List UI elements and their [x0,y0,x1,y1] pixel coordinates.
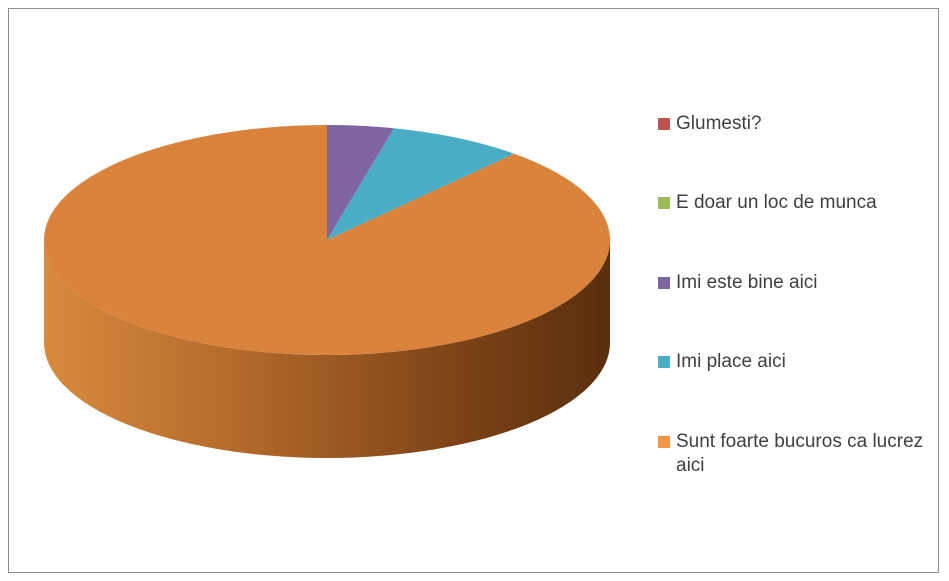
legend-item-sunt-foarte-bucuros: Sunt foarte bucuros ca lucrez aici [658,430,934,478]
pie-side-4 [44,240,610,458]
legend-swatch [658,118,670,130]
pie-slice-4 [43,125,610,356]
legend-item-glumesti: Glumesti? [658,112,934,136]
legend-label: Imi este bine aici [676,272,818,293]
legend-label: Sunt foarte bucuros ca lucrez aici [676,431,924,476]
legend-label: Imi place aici [676,351,786,372]
legend-item-imi-este-bine-aici: Imi este bine aici [658,271,934,295]
legend-label: E doar un loc de munca [676,192,877,213]
legend-item-e-doar-un-loc-de-munca: E doar un loc de munca [658,191,934,215]
pie-slice-2 [327,125,394,240]
pie-slice-3 [327,128,515,240]
legend-item-imi-place-aici: Imi place aici [658,350,934,374]
pie-side [44,240,610,458]
pie-top [43,125,610,356]
legend-swatch [658,197,670,209]
legend-swatch [658,356,670,368]
legend-swatch [658,436,670,448]
legend-label: Glumesti? [676,113,762,134]
legend-swatch [658,277,670,289]
